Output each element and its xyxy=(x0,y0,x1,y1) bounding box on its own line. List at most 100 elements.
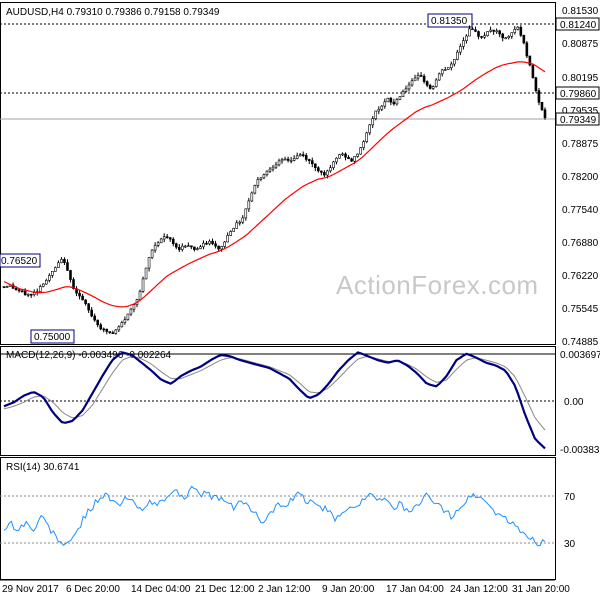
x-tick: 2 Jan 12:00 xyxy=(258,584,311,595)
macd-y-ticks: 0.003697 0.00 -0.003839 xyxy=(560,350,600,456)
rsi-y-ticks: 70 30 xyxy=(564,492,576,550)
candle-body xyxy=(338,154,341,159)
candle-body xyxy=(443,69,447,71)
candle-body xyxy=(259,177,263,180)
candle-body xyxy=(395,99,399,105)
annotation-text: 0.81350 xyxy=(431,16,468,27)
candle-body xyxy=(238,221,242,224)
candle-body xyxy=(380,105,384,110)
x-tick: 17 Jan 04:00 xyxy=(386,584,444,595)
candle-body xyxy=(519,26,523,36)
watermark: ActionForex.com xyxy=(336,270,539,300)
annotation-text: 0.75000 xyxy=(34,332,71,343)
price-tick: 0.74885 xyxy=(562,337,599,348)
candle-body xyxy=(437,73,441,81)
candle-body xyxy=(187,245,190,248)
candle-body xyxy=(138,291,142,300)
candle-body xyxy=(226,235,229,243)
candle-body xyxy=(23,290,27,296)
macd-header: MACD(12,26,9) -0.003496 -0.002264 xyxy=(6,350,172,361)
candle-body xyxy=(199,246,202,249)
candle-body xyxy=(265,170,269,176)
candle-body xyxy=(156,242,160,246)
candle-body xyxy=(20,290,24,293)
candle-body xyxy=(217,245,220,250)
price-panel-frame xyxy=(0,2,556,345)
candle-body xyxy=(102,328,106,331)
candle-body xyxy=(516,26,520,30)
candle-body xyxy=(368,124,372,134)
candle-body xyxy=(286,158,290,161)
candle-body xyxy=(108,331,112,333)
candle-body xyxy=(477,31,480,37)
candle-body xyxy=(196,248,199,250)
rsi-panel-frame xyxy=(0,457,556,580)
candle-body xyxy=(292,158,296,161)
candle-body xyxy=(301,154,305,156)
candle-body xyxy=(38,286,42,292)
level-tag-text: 0.81240 xyxy=(560,20,597,31)
candle-body xyxy=(54,267,57,272)
candle-body xyxy=(480,36,483,38)
candle-body xyxy=(274,164,278,168)
moving-average-line xyxy=(3,61,546,308)
price-tick: 0.80195 xyxy=(562,73,599,84)
candle-body xyxy=(63,259,66,263)
level-tag-text: 0.79349 xyxy=(560,115,597,126)
candle-body xyxy=(407,84,411,90)
level-tag-81240: 0.81240 xyxy=(555,17,600,31)
x-tick: 31 Jan 20:00 xyxy=(512,584,570,595)
candle-body xyxy=(471,28,474,31)
price-tick: 0.80875 xyxy=(562,39,599,50)
candle-body xyxy=(277,160,281,166)
candle-body xyxy=(483,35,486,38)
candle-body xyxy=(332,161,335,168)
candle-body xyxy=(440,69,444,75)
candle-body xyxy=(174,243,178,248)
candle-body xyxy=(117,326,121,331)
candle-body xyxy=(96,319,99,326)
rsi-tick: 30 xyxy=(564,539,576,550)
candle-body xyxy=(111,332,115,334)
candle-body xyxy=(450,63,453,68)
price-tick: 0.77540 xyxy=(562,205,599,216)
candle-body xyxy=(347,156,350,160)
candle-body xyxy=(392,101,396,105)
annotation-left: 0.76520 xyxy=(0,253,41,268)
candle-body xyxy=(247,200,251,210)
candle-body xyxy=(398,96,402,100)
annotation-text: 0.76520 xyxy=(1,256,38,267)
candle-body xyxy=(153,245,157,251)
candle-body xyxy=(540,102,544,111)
candle-body xyxy=(489,29,492,32)
candle-body xyxy=(468,28,471,37)
candle-body xyxy=(317,167,320,172)
candle-body xyxy=(190,245,193,248)
price-tick: 0.78200 xyxy=(562,172,599,183)
candle-body xyxy=(335,157,338,163)
candle-body xyxy=(123,319,127,323)
candle-body xyxy=(159,238,163,244)
candle-body xyxy=(120,322,124,328)
candle-body xyxy=(314,163,317,168)
candle-body xyxy=(371,118,375,126)
candle-body xyxy=(413,77,417,82)
candle-body xyxy=(289,159,293,162)
x-tick: 9 Jan 20:00 xyxy=(322,584,375,595)
candle-body xyxy=(359,147,362,155)
candle-body xyxy=(93,315,96,321)
price-tick: 0.78875 xyxy=(562,139,599,150)
candle-body xyxy=(208,240,211,245)
candle-body xyxy=(326,170,329,176)
candle-body xyxy=(386,97,390,103)
x-tick: 14 Dec 04:00 xyxy=(131,584,191,595)
candle-body xyxy=(428,84,432,89)
candle-body xyxy=(510,32,514,37)
candle-body xyxy=(51,271,54,276)
candle-body xyxy=(362,141,365,148)
candle-body xyxy=(147,257,151,269)
candle-body xyxy=(14,287,18,291)
x-tick: 29 Nov 2017 xyxy=(2,584,59,595)
candle-body xyxy=(45,280,48,285)
x-tick: 21 Dec 12:00 xyxy=(195,584,255,595)
